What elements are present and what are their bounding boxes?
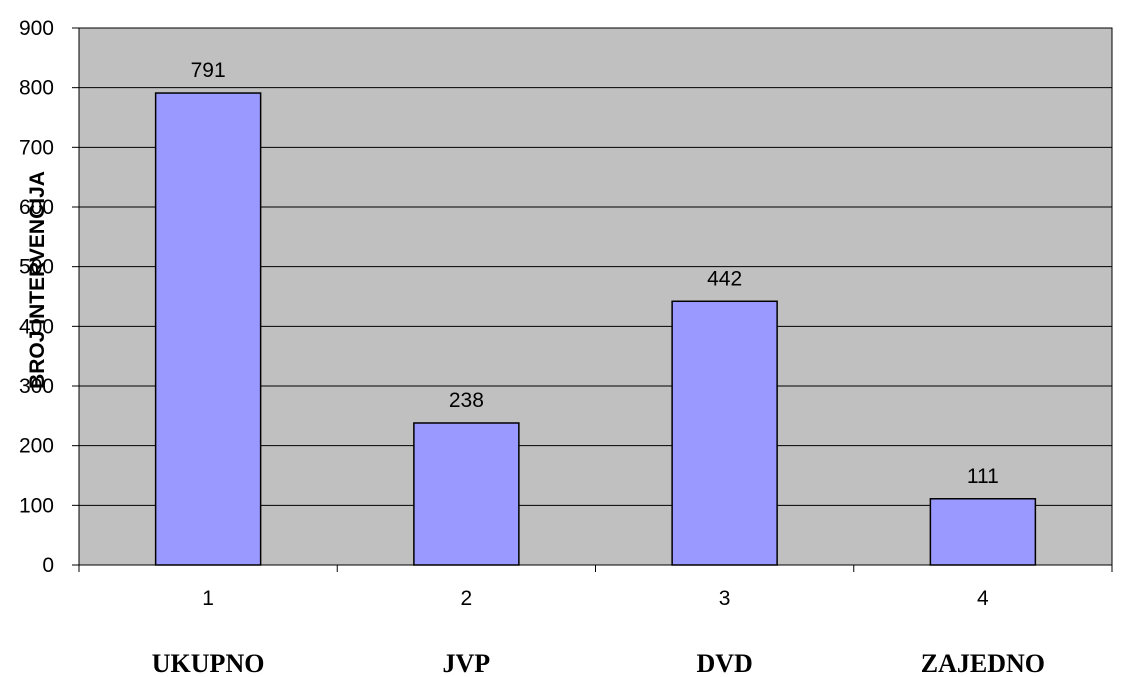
y-axis-ticks: 0 100 200 300 400 500 600 700 800 900 bbox=[19, 17, 79, 577]
y-tick-label: 100 bbox=[19, 494, 54, 517]
bar bbox=[671, 300, 778, 566]
category-names: UKUPNO JVP DVD ZAJEDNO bbox=[152, 649, 1045, 677]
data-label: 238 bbox=[449, 389, 484, 412]
y-tick-label: 400 bbox=[19, 315, 54, 338]
bars bbox=[154, 92, 1037, 566]
x-tick-label: 1 bbox=[202, 587, 214, 610]
category-name: ZAJEDNO bbox=[921, 649, 1045, 677]
y-tick-label: 200 bbox=[19, 435, 54, 458]
bar bbox=[413, 422, 520, 566]
y-tick-label: 800 bbox=[19, 77, 54, 100]
bar bbox=[154, 92, 262, 566]
category-name: JVP bbox=[443, 649, 491, 677]
y-tick-label: 0 bbox=[42, 554, 54, 577]
y-tick-label: 300 bbox=[19, 375, 54, 398]
data-label: 442 bbox=[707, 267, 742, 290]
data-label: 791 bbox=[191, 59, 226, 82]
x-axis-ticks: 1 2 3 4 bbox=[78, 565, 1113, 610]
x-tick-label: 4 bbox=[977, 587, 989, 610]
x-tick-label: 3 bbox=[719, 587, 731, 610]
bar bbox=[929, 498, 1037, 566]
y-tick-label: 900 bbox=[19, 17, 54, 40]
data-labels: 791 238 442 111 bbox=[191, 59, 999, 488]
data-label: 111 bbox=[967, 465, 999, 488]
y-tick-label: 500 bbox=[19, 256, 54, 279]
category-name: UKUPNO bbox=[152, 649, 265, 677]
y-axis-title: BROJ INTERVENCIJA bbox=[26, 171, 49, 389]
y-tick-label: 600 bbox=[19, 196, 54, 219]
y-tick-label: 700 bbox=[19, 136, 54, 159]
x-tick-label: 2 bbox=[461, 587, 473, 610]
category-name: DVD bbox=[696, 649, 752, 677]
